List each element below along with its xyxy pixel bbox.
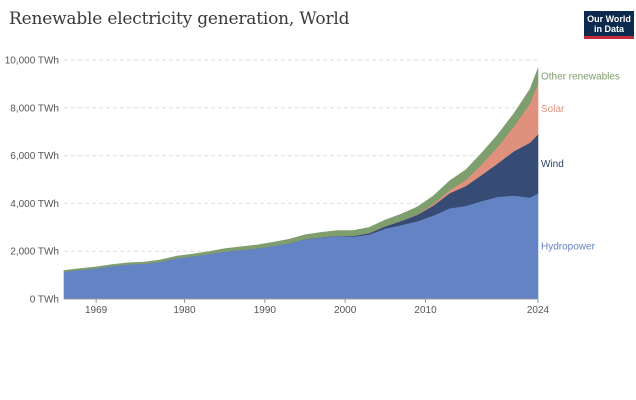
y-tick-label: 8,000 TWh bbox=[10, 103, 59, 114]
x-tick-label: 2010 bbox=[414, 305, 437, 316]
x-tick-label: 1980 bbox=[173, 305, 196, 316]
series-label-hydropower: Hydropower bbox=[541, 242, 596, 253]
x-tick-label: 2024 bbox=[527, 305, 550, 316]
area-hydropower[interactable] bbox=[64, 193, 538, 299]
x-tick-label: 1969 bbox=[85, 305, 108, 316]
y-tick-label: 10,000 TWh bbox=[5, 56, 59, 67]
area-layers bbox=[64, 68, 538, 299]
y-tick-label: 0 TWh bbox=[30, 295, 59, 306]
x-tick-label: 2000 bbox=[334, 305, 357, 316]
series-labels: Hydropower Wind Solar Other renewables bbox=[541, 71, 620, 252]
y-tick-label: 6,000 TWh bbox=[10, 151, 59, 162]
x-tick-label: 1990 bbox=[254, 305, 277, 316]
y-tick-label: 4,000 TWh bbox=[10, 199, 59, 210]
series-label-other-renewables: Other renewables bbox=[541, 71, 620, 82]
series-label-solar: Solar bbox=[541, 104, 565, 115]
series-label-wind: Wind bbox=[541, 159, 564, 170]
y-tick-label: 2,000 TWh bbox=[10, 247, 59, 258]
